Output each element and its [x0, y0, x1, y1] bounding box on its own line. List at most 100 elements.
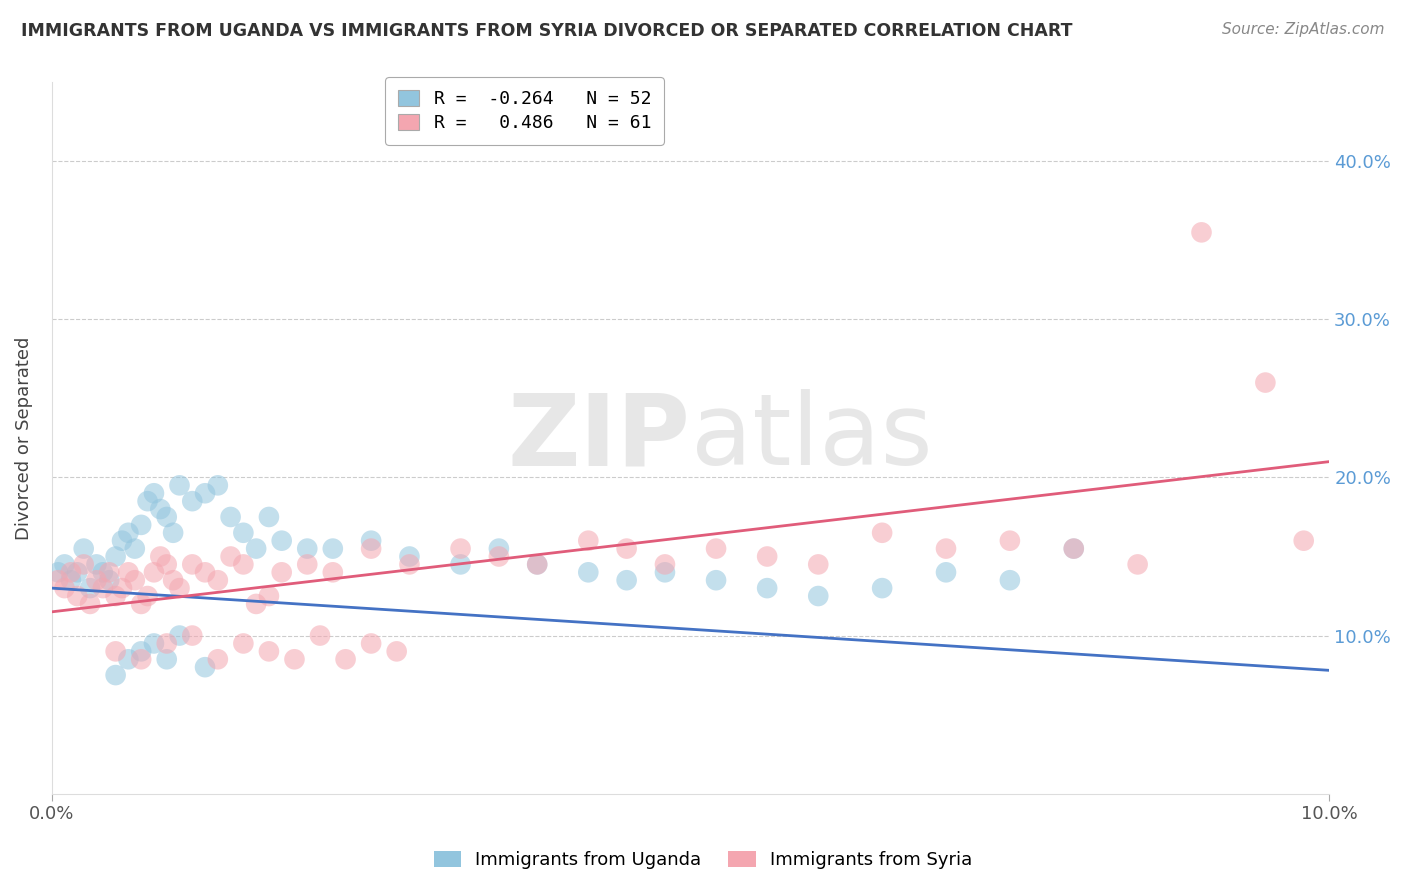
- Point: [245, 597, 267, 611]
- Point: [124, 573, 146, 587]
- Point: [756, 549, 779, 564]
- Point: [654, 566, 676, 580]
- Point: [142, 636, 165, 650]
- Point: [136, 589, 159, 603]
- Point: [616, 573, 638, 587]
- Point: [526, 558, 548, 572]
- Point: [935, 541, 957, 556]
- Point: [111, 581, 134, 595]
- Point: [257, 589, 280, 603]
- Point: [136, 494, 159, 508]
- Point: [283, 652, 305, 666]
- Point: [245, 541, 267, 556]
- Point: [181, 558, 204, 572]
- Point: [335, 652, 357, 666]
- Point: [322, 566, 344, 580]
- Point: [59, 566, 82, 580]
- Text: atlas: atlas: [690, 390, 932, 486]
- Point: [104, 549, 127, 564]
- Point: [117, 652, 139, 666]
- Point: [232, 636, 254, 650]
- Point: [142, 486, 165, 500]
- Point: [207, 573, 229, 587]
- Point: [616, 541, 638, 556]
- Point: [398, 558, 420, 572]
- Point: [104, 644, 127, 658]
- Point: [142, 566, 165, 580]
- Point: [576, 566, 599, 580]
- Point: [807, 589, 830, 603]
- Point: [232, 558, 254, 572]
- Point: [156, 510, 179, 524]
- Point: [297, 541, 319, 556]
- Point: [46, 573, 69, 587]
- Point: [162, 573, 184, 587]
- Point: [129, 597, 152, 611]
- Point: [360, 541, 382, 556]
- Point: [704, 541, 727, 556]
- Point: [59, 573, 82, 587]
- Point: [149, 549, 172, 564]
- Point: [704, 573, 727, 587]
- Point: [117, 566, 139, 580]
- Point: [104, 589, 127, 603]
- Point: [156, 636, 179, 650]
- Point: [66, 589, 89, 603]
- Point: [79, 581, 101, 595]
- Y-axis label: Divorced or Separated: Divorced or Separated: [15, 336, 32, 540]
- Point: [194, 486, 217, 500]
- Point: [53, 581, 76, 595]
- Point: [1063, 541, 1085, 556]
- Point: [1254, 376, 1277, 390]
- Point: [219, 549, 242, 564]
- Point: [207, 478, 229, 492]
- Point: [998, 573, 1021, 587]
- Point: [935, 566, 957, 580]
- Legend: Immigrants from Uganda, Immigrants from Syria: Immigrants from Uganda, Immigrants from …: [425, 842, 981, 879]
- Point: [360, 636, 382, 650]
- Point: [156, 652, 179, 666]
- Point: [1063, 541, 1085, 556]
- Point: [870, 581, 893, 595]
- Point: [576, 533, 599, 548]
- Point: [129, 517, 152, 532]
- Point: [73, 541, 96, 556]
- Point: [1292, 533, 1315, 548]
- Point: [1126, 558, 1149, 572]
- Point: [129, 652, 152, 666]
- Point: [156, 558, 179, 572]
- Point: [322, 541, 344, 556]
- Point: [111, 533, 134, 548]
- Point: [181, 494, 204, 508]
- Point: [257, 644, 280, 658]
- Point: [450, 558, 472, 572]
- Point: [86, 573, 108, 587]
- Point: [53, 558, 76, 572]
- Point: [756, 581, 779, 595]
- Point: [398, 549, 420, 564]
- Point: [91, 566, 114, 580]
- Point: [98, 573, 121, 587]
- Point: [219, 510, 242, 524]
- Point: [207, 652, 229, 666]
- Point: [169, 581, 191, 595]
- Point: [870, 525, 893, 540]
- Point: [360, 533, 382, 548]
- Point: [169, 629, 191, 643]
- Point: [526, 558, 548, 572]
- Point: [194, 660, 217, 674]
- Text: Source: ZipAtlas.com: Source: ZipAtlas.com: [1222, 22, 1385, 37]
- Point: [309, 629, 332, 643]
- Point: [124, 541, 146, 556]
- Point: [297, 558, 319, 572]
- Point: [450, 541, 472, 556]
- Legend: R =  -0.264   N = 52, R =   0.486   N = 61: R = -0.264 N = 52, R = 0.486 N = 61: [385, 77, 664, 145]
- Point: [385, 644, 408, 658]
- Point: [91, 581, 114, 595]
- Text: ZIP: ZIP: [508, 390, 690, 486]
- Point: [98, 566, 121, 580]
- Point: [488, 541, 510, 556]
- Point: [488, 549, 510, 564]
- Point: [162, 525, 184, 540]
- Point: [257, 510, 280, 524]
